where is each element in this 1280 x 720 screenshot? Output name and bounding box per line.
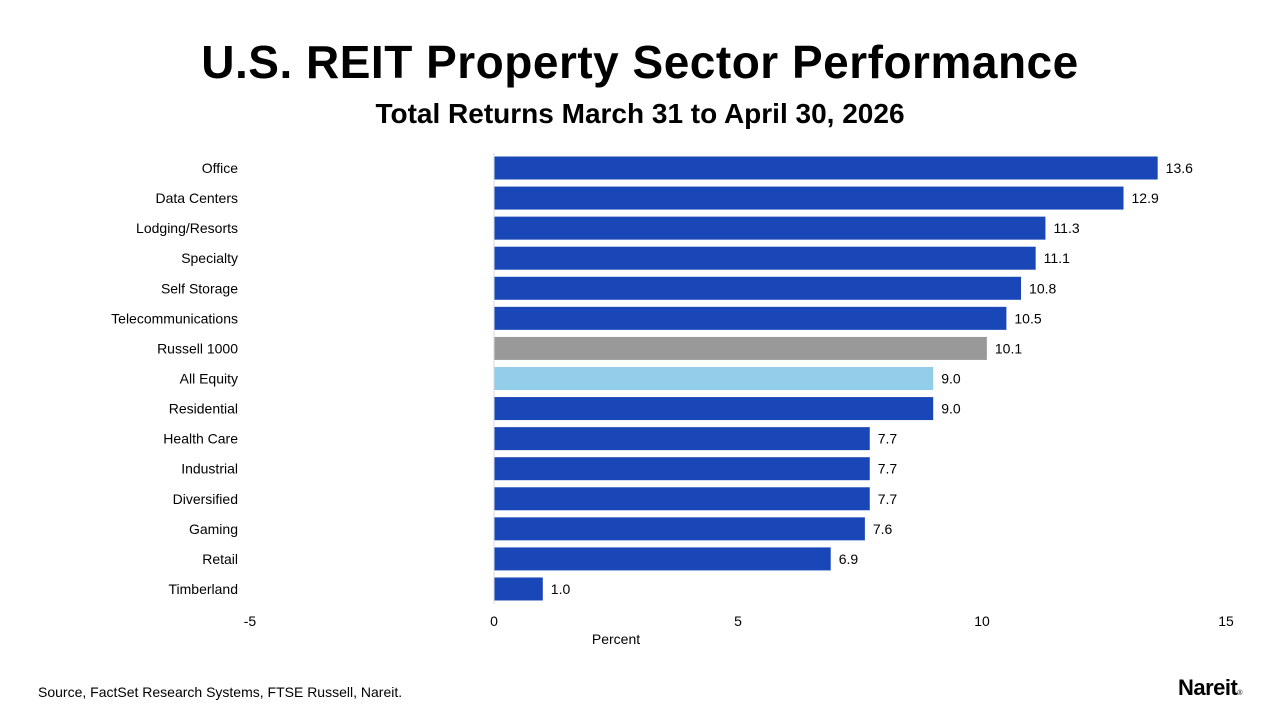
data-label: 7.7 [878, 461, 898, 477]
bar [494, 397, 934, 421]
data-label: 10.8 [1029, 280, 1056, 296]
bar [494, 547, 831, 571]
data-label: 11.3 [1053, 220, 1079, 236]
category-label: Lodging/Resorts [136, 220, 238, 236]
data-label: 11.1 [1044, 250, 1070, 266]
category-label: Self Storage [161, 280, 238, 296]
data-label: 7.6 [873, 521, 893, 537]
bar [494, 336, 987, 360]
x-tick-label: 5 [734, 613, 742, 629]
category-label: Diversified [173, 491, 238, 507]
registered-mark: ® [1237, 690, 1242, 697]
data-label: 6.9 [839, 551, 859, 567]
source-note: Source, FactSet Research Systems, FTSE R… [38, 684, 403, 700]
value-labels: 13.6 12.9 11.3 11.1 10.8 10.5 10.1 9.0 9.0 7.7 7.7… [551, 160, 1193, 597]
x-axis-label: Percent [592, 631, 640, 647]
data-label: 10.1 [995, 340, 1022, 356]
bar [494, 366, 934, 390]
data-label: 9.0 [941, 401, 961, 417]
category-label: Office [202, 160, 239, 176]
bar [494, 216, 1046, 240]
x-tick-label: 10 [974, 613, 990, 629]
data-label: 10.5 [1014, 310, 1041, 326]
bar [494, 577, 543, 601]
bar [494, 246, 1036, 270]
bar [494, 487, 870, 511]
data-label: 7.7 [878, 431, 898, 447]
data-label: 7.7 [878, 491, 898, 507]
category-label: Timberland [168, 581, 238, 597]
category-label: Gaming [189, 521, 238, 537]
bar [494, 186, 1124, 210]
bar [494, 276, 1022, 300]
data-label: 9.0 [941, 370, 961, 386]
nareit-logo: Nareit® [1178, 674, 1242, 708]
bar [494, 156, 1158, 180]
bar [494, 517, 865, 541]
category-labels: Office Data Centers Lodging/Resorts Special… [111, 160, 238, 597]
category-label: Residential [169, 401, 238, 417]
category-label: Russell 1000 [157, 340, 238, 356]
category-label: All Equity [180, 370, 238, 386]
data-label: 13.6 [1166, 160, 1193, 176]
x-tick-label: 0 [490, 613, 498, 629]
category-label: Telecommunications [111, 310, 238, 326]
category-label: Data Centers [156, 190, 238, 206]
x-tick-label: 15 [1218, 613, 1234, 629]
data-label: 1.0 [551, 581, 571, 597]
category-label: Industrial [181, 461, 238, 477]
chart-title: U.S. REIT Property Sector Performance [201, 36, 1079, 88]
bar [494, 306, 1007, 330]
bar [494, 457, 870, 481]
bars [494, 156, 1158, 601]
category-label: Retail [202, 551, 238, 567]
data-label: 12.9 [1132, 190, 1159, 206]
category-label: Health Care [163, 431, 238, 447]
logo-text: Nareit [1177, 675, 1238, 700]
chart-subtitle: Total Returns March 31 to April 30, 2026 [375, 98, 905, 129]
bar [494, 427, 870, 451]
x-tick-label: -5 [244, 613, 257, 629]
category-label: Specialty [181, 250, 238, 266]
x-axis-tick-labels: -5 0 5 10 15 [244, 613, 1234, 629]
